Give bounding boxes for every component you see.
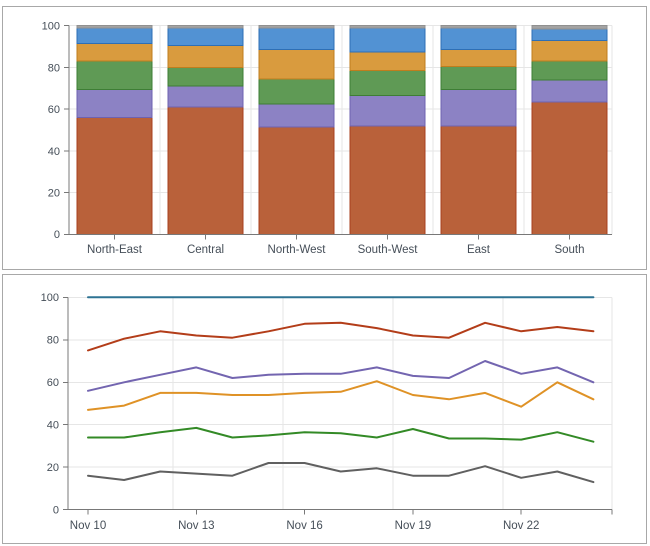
bar-segment-green-south[interactable]: [531, 60, 608, 81]
bar-segment-rust-east[interactable]: [440, 125, 517, 235]
bar-segment-rust-north-west[interactable]: [258, 126, 335, 235]
line-chart-panel: 0 20 40 60 80 100 Nov 10 Nov 13 Nov 16 Nov 19 Nov …: [2, 274, 647, 544]
bar-segment-blue-central[interactable]: [167, 27, 244, 46]
line-series-orange[interactable]: [87, 380, 595, 411]
bar-segment-blue-south[interactable]: [531, 28, 608, 41]
bar-segment-orange-south[interactable]: [531, 39, 608, 62]
line-series-purple[interactable]: [87, 360, 595, 392]
bar-segment-rust-north-east[interactable]: [76, 117, 153, 235]
bar-segment-orange-north-east[interactable]: [76, 42, 153, 62]
x-tick-label: Nov 22: [503, 520, 539, 532]
y-tick-label: 100: [42, 21, 60, 33]
bar-segment-orange-south-west[interactable]: [349, 51, 426, 71]
category-label: North-West: [268, 244, 327, 256]
category-label: North-East: [87, 244, 143, 256]
y-tick-label: 60: [47, 377, 59, 389]
x-tick-label: Nov 10: [70, 520, 106, 532]
bar-segment-green-north-west[interactable]: [258, 78, 335, 105]
x-tick-label: Nov 13: [178, 520, 214, 532]
bar-segment-gray-central[interactable]: [167, 25, 244, 29]
y-tick-label: 60: [48, 104, 60, 116]
bar-segment-green-south-west[interactable]: [349, 70, 426, 97]
category-label: East: [467, 244, 491, 256]
bar-segment-green-east[interactable]: [440, 65, 517, 90]
bar-segment-gray-south[interactable]: [531, 25, 608, 30]
bar-segment-gray-east[interactable]: [440, 25, 517, 29]
y-tick-label: 80: [47, 335, 59, 347]
category-label: South: [554, 244, 584, 256]
x-tick-label: Nov 19: [395, 520, 431, 532]
line-series-gray[interactable]: [87, 462, 595, 484]
bar-segment-blue-north-east[interactable]: [76, 27, 153, 44]
line-series-red[interactable]: [87, 321, 595, 352]
stacked-bar-chart-panel: 0 20 40 60 80 100 North-East Central North-West S…: [2, 6, 647, 270]
bar-segment-blue-north-west[interactable]: [258, 27, 335, 51]
stacked-bar-chart-svg: 0 20 40 60 80 100 North-East Central North-West S…: [42, 21, 613, 256]
bar-segment-gray-north-west[interactable]: [258, 25, 335, 29]
y-tick-label: 40: [47, 420, 59, 432]
bar-segment-purple-south[interactable]: [531, 79, 608, 103]
y-tick-label: 100: [41, 292, 59, 304]
bar-segment-gray-north-east[interactable]: [76, 25, 153, 29]
bar-segment-green-central[interactable]: [167, 66, 244, 87]
bar-segment-purple-north-west[interactable]: [258, 103, 335, 128]
bar-segment-rust-central[interactable]: [167, 106, 244, 235]
line-chart-svg: 0 20 40 60 80 100 Nov 10 Nov 13 Nov 16 Nov 19 Nov …: [41, 292, 613, 532]
y-tick-label: 20: [47, 462, 59, 474]
category-label: South-West: [358, 244, 419, 256]
bar-segment-green-north-east[interactable]: [76, 60, 153, 90]
line-series-green[interactable]: [87, 426, 595, 443]
bar-segment-purple-east[interactable]: [440, 88, 517, 127]
bar-segment-orange-north-west[interactable]: [258, 49, 335, 80]
bar-segment-purple-north-east[interactable]: [76, 88, 153, 119]
y-tick-label: 0: [53, 505, 59, 517]
x-tick-label: Nov 16: [286, 520, 322, 532]
bar-segment-orange-central[interactable]: [167, 45, 244, 68]
y-tick-label: 0: [54, 229, 60, 241]
bar-segment-blue-east[interactable]: [440, 27, 517, 51]
bar-segment-gray-south-west[interactable]: [349, 25, 426, 29]
y-tick-label: 80: [48, 62, 60, 74]
bar-segment-purple-south-west[interactable]: [349, 95, 426, 127]
y-tick-label: 20: [48, 187, 60, 199]
bar-segment-rust-south[interactable]: [531, 101, 608, 235]
bar-segment-rust-south-west[interactable]: [349, 125, 426, 235]
bar-segment-blue-south-west[interactable]: [349, 27, 426, 53]
category-label: Central: [187, 244, 224, 256]
bar-segment-orange-east[interactable]: [440, 49, 517, 67]
bar-segment-purple-central[interactable]: [167, 85, 244, 108]
y-tick-label: 40: [48, 146, 60, 158]
